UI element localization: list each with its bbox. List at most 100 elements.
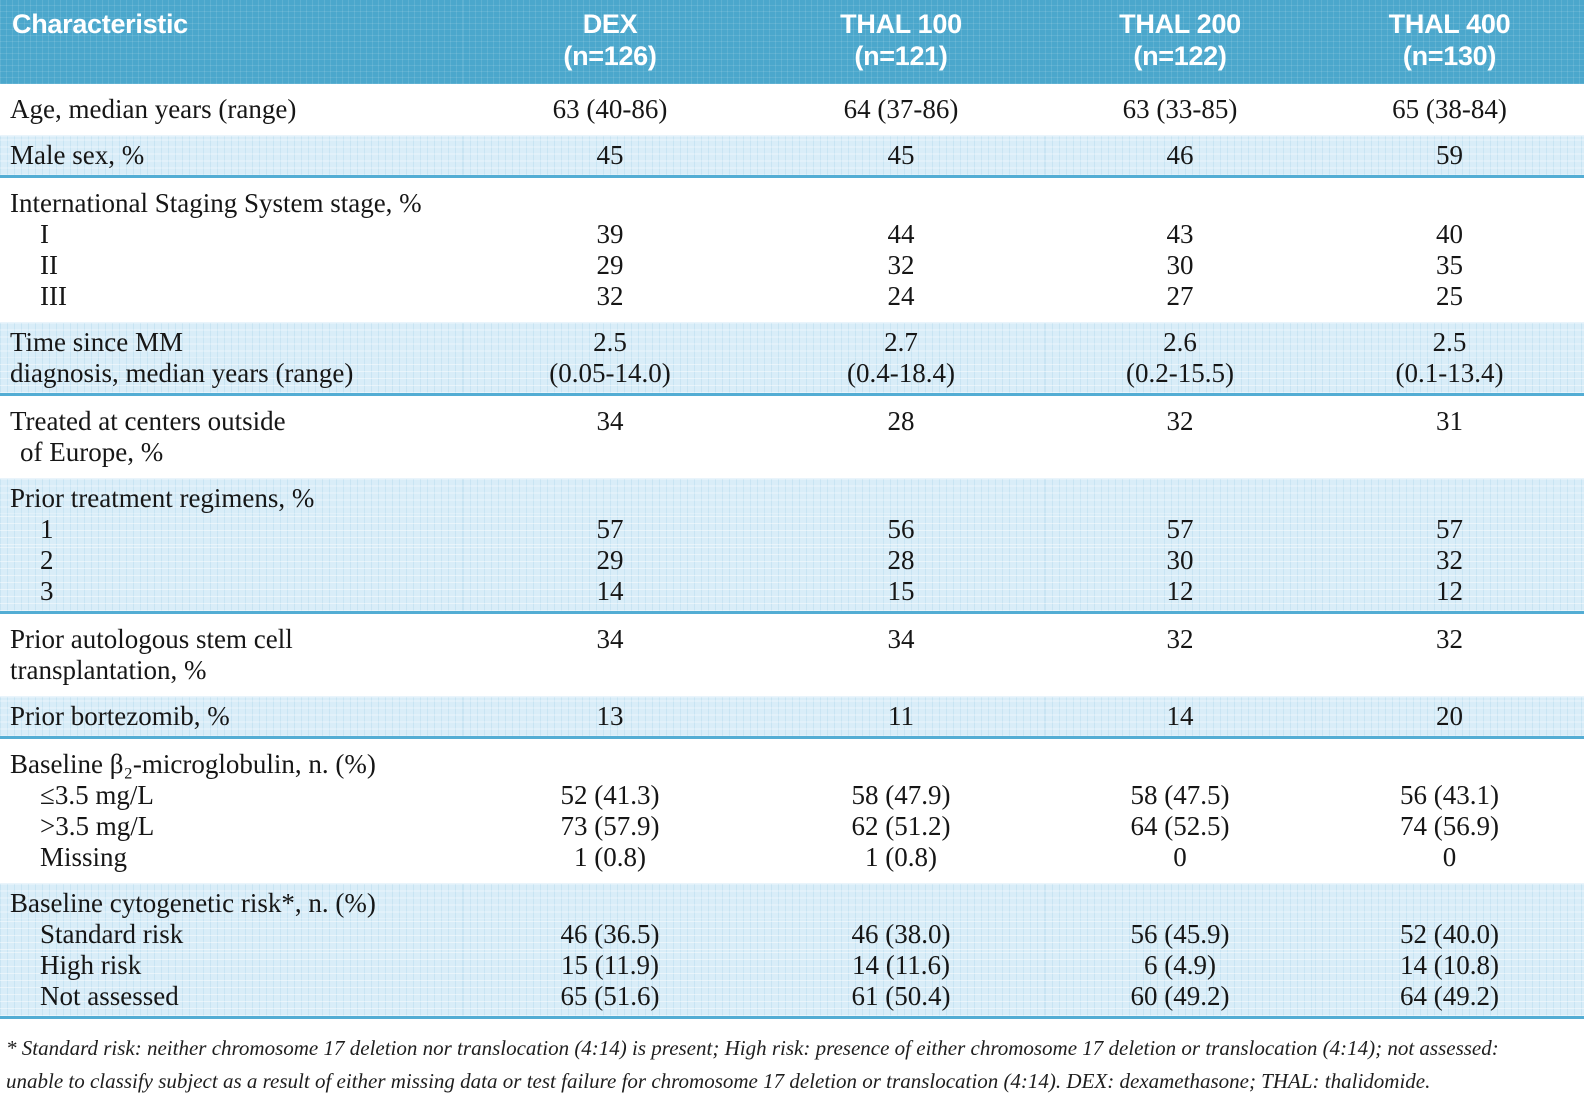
cell-value	[1315, 883, 1584, 919]
cell-value	[757, 437, 1045, 479]
cell-value: 29	[463, 545, 757, 576]
cell-value: 2.5	[1315, 322, 1584, 358]
table-row: Male sex, % 45 45 46 59	[0, 135, 1584, 178]
cell-value: 14 (11.6)	[757, 950, 1045, 981]
cell-value: 32	[1166, 406, 1194, 436]
cell-value: 46 (38.0)	[757, 919, 1045, 950]
cell-value: 45	[757, 135, 1045, 178]
header-group-name: THAL 200	[1119, 9, 1241, 39]
table-section: Treated at centers outside 34 28 32 31 of Eur…	[0, 395, 1584, 479]
cell-value	[463, 883, 757, 919]
cell-value: 45	[463, 135, 757, 178]
footnote-line-1: * Standard risk: neither chromosome 17 d…	[6, 1036, 1499, 1060]
table-row: 1 57 56 57 57	[0, 514, 1584, 545]
cell-value: 30	[1166, 250, 1194, 280]
cell-value: 58 (47.5)	[1130, 780, 1230, 810]
table-row: diagnosis, median years (range) (0.05-14.…	[0, 358, 1584, 396]
cell-value	[1045, 437, 1315, 479]
cell-value: 12	[1045, 576, 1315, 614]
cell-value: 34	[596, 624, 624, 654]
cell-value: 12	[1315, 576, 1584, 614]
table-section: Baseline cytogenetic risk*, n. (%) Standa…	[0, 883, 1584, 1019]
cell-value: 65 (51.6)	[463, 981, 757, 1019]
row-label: I	[40, 219, 49, 249]
footnote-line-2: unable to classify subject as a result o…	[6, 1069, 1431, 1093]
cell-value	[1315, 177, 1584, 220]
header-thal-100: THAL 100 (n=121)	[757, 0, 1045, 84]
cell-value: 25	[1436, 281, 1463, 311]
cell-value	[1045, 738, 1315, 781]
cell-value: 30	[1045, 545, 1315, 576]
table-row: Age, median years (range) 63 (40-86) 64 (3…	[0, 84, 1584, 136]
cell-value: 31	[1436, 406, 1463, 436]
table-section: Male sex, % 45 45 46 59	[0, 135, 1584, 178]
cell-value: 29	[596, 250, 624, 280]
header-group-n: (n=121)	[854, 41, 948, 71]
cell-value: 60 (49.2)	[1045, 981, 1315, 1019]
cell-value: 14	[1045, 696, 1315, 739]
header-group-n: (n=122)	[1133, 41, 1227, 71]
row-label: Not assessed	[0, 981, 463, 1019]
cell-value: 62 (51.2)	[851, 811, 951, 841]
cell-value: 40	[1436, 219, 1463, 249]
table-row: Not assessed 65 (51.6) 61 (50.4) 60 (49.2) 6…	[0, 981, 1584, 1019]
row-label: Age, median years (range)	[10, 94, 297, 124]
row-label: Male sex, %	[0, 135, 463, 178]
cell-value: 63 (40-86)	[552, 94, 668, 124]
row-label: 2	[0, 545, 463, 576]
row-label: Time since MM	[0, 322, 463, 358]
table-header: Characteristic DEX (n=126) THAL 100 (n=1…	[0, 0, 1584, 84]
cell-value: 65 (38-84)	[1392, 94, 1507, 124]
table-section: Baseline β₂-microglobulin, n. (%) ≤3.5 mg…	[0, 738, 1584, 884]
table-row: Baseline cytogenetic risk*, n. (%)	[0, 883, 1584, 919]
header-dex: DEX (n=126)	[463, 0, 757, 84]
cell-value	[1045, 177, 1315, 220]
cell-value: 56 (45.9)	[1045, 919, 1315, 950]
header-group-n: (n=130)	[1402, 41, 1497, 71]
cell-value: 32	[1315, 545, 1584, 576]
cell-value	[463, 738, 757, 781]
cell-value: (0.1-13.4)	[1315, 358, 1584, 396]
table-row: Treated at centers outside 34 28 32 31	[0, 395, 1584, 438]
row-label: International Staging System stage, %	[10, 188, 422, 218]
row-label: 1	[0, 514, 463, 545]
table-row: Prior autologous stem cell 34 34 32 32	[0, 613, 1584, 656]
cell-value	[757, 655, 1045, 697]
cell-value	[1045, 655, 1315, 697]
row-label: Standard risk	[0, 919, 463, 950]
row-label: diagnosis, median years (range)	[0, 358, 463, 396]
cell-value	[463, 437, 757, 479]
table-row: I 39 44 43 40	[0, 219, 1584, 250]
cell-value: 34	[596, 406, 624, 436]
cell-value: 0	[1173, 842, 1187, 872]
cell-value	[1045, 478, 1315, 514]
cell-value: 35	[1436, 250, 1463, 280]
cell-value: 1 (0.8)	[574, 842, 646, 872]
cell-value	[757, 738, 1045, 781]
cell-value: 32	[1436, 624, 1463, 654]
row-label: of Europe, %	[20, 437, 164, 467]
cell-value	[757, 177, 1045, 220]
cell-value: 32	[1166, 624, 1194, 654]
cell-value	[463, 655, 757, 697]
header-characteristic: Characteristic	[0, 0, 463, 84]
table-section: Age, median years (range) 63 (40-86) 64 (3…	[0, 84, 1584, 136]
row-label: II	[40, 250, 58, 280]
cell-value: 27	[1166, 281, 1194, 311]
cell-value: 0	[1442, 842, 1457, 872]
header-thal-400: THAL 400 (n=130)	[1315, 0, 1584, 84]
table-row: High risk 15 (11.9) 14 (11.6) 6 (4.9) 14 (10…	[0, 950, 1584, 981]
table-section: International Staging System stage, % I 39…	[0, 177, 1584, 323]
cell-value: 56 (43.1)	[1400, 780, 1499, 810]
row-label: Prior bortezomib, %	[0, 696, 463, 739]
row-label: Missing	[40, 842, 128, 872]
cell-value: 56	[757, 514, 1045, 545]
cell-value: 13	[463, 696, 757, 739]
table-row: Prior treatment regimens, %	[0, 478, 1584, 514]
cell-value: 57	[1045, 514, 1315, 545]
header-row: Characteristic DEX (n=126) THAL 100 (n=1…	[0, 0, 1584, 84]
cell-value: 28	[757, 545, 1045, 576]
cell-value: 24	[887, 281, 915, 311]
cell-value	[1315, 437, 1584, 479]
row-label: Treated at centers outside	[10, 406, 286, 436]
